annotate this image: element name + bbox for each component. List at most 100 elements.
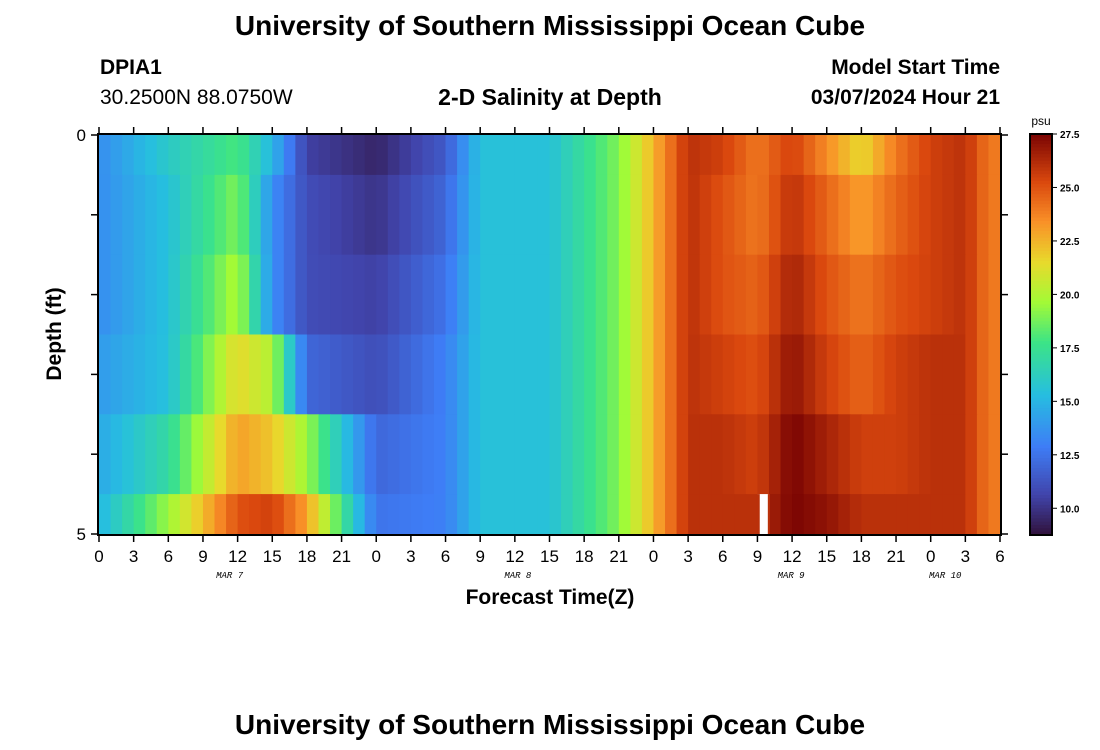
colorbar-swatch	[1030, 170, 1052, 175]
heatmap-cell	[653, 414, 666, 495]
heatmap-cell	[849, 334, 862, 415]
heatmap-cell	[191, 334, 204, 415]
heatmap-cell	[295, 135, 308, 176]
colorbar-swatch	[1030, 237, 1052, 242]
heatmap-cell	[145, 174, 158, 256]
heatmap-cell	[422, 254, 435, 336]
heatmap-cell	[503, 494, 516, 535]
heatmap-cell	[99, 174, 112, 256]
heatmap-cell	[803, 135, 816, 176]
heatmap-cell	[179, 174, 193, 256]
heatmap-cell	[491, 135, 504, 176]
heatmap-cell	[214, 174, 227, 256]
heatmap-cell	[514, 135, 527, 176]
colorbar-tick-label: 10.0	[1060, 504, 1080, 515]
heatmap-cell	[630, 254, 643, 336]
heatmap-cell	[815, 494, 828, 535]
heatmap-cell	[722, 174, 735, 256]
heatmap-cell	[364, 135, 377, 176]
colorbar-swatch	[1030, 204, 1052, 209]
colorbar-swatch	[1030, 344, 1052, 349]
heatmap-cell	[953, 174, 966, 256]
heatmap-cell	[503, 334, 516, 415]
heatmap-cell	[237, 174, 250, 256]
x-tick-label: 0	[649, 547, 658, 566]
heatmap-cell	[815, 174, 828, 256]
heatmap-cell	[630, 414, 643, 495]
heatmap-cell	[838, 135, 851, 176]
heatmap-cell	[156, 494, 169, 535]
heatmap-cell	[815, 414, 828, 495]
heatmap-cell	[595, 494, 608, 535]
heatmap-cell	[306, 135, 320, 176]
heatmap-cell	[422, 174, 435, 256]
heatmap-cell	[953, 414, 966, 495]
heatmap-cell	[122, 334, 135, 415]
colorbar-swatch	[1030, 281, 1052, 285]
colorbar-swatch	[1030, 297, 1052, 302]
colorbar-swatch	[1030, 331, 1052, 336]
station-id: DPIA1	[100, 56, 162, 79]
heatmap-cell	[526, 494, 539, 535]
heatmap-cell	[457, 414, 470, 495]
colorbar-swatch	[1030, 137, 1052, 142]
heatmap-cell	[849, 254, 862, 336]
colorbar-swatch	[1030, 317, 1052, 322]
colorbar-swatch	[1030, 271, 1052, 275]
heatmap-cell	[226, 254, 239, 336]
heatmap-cell	[549, 135, 562, 176]
x-tick-label: 0	[94, 547, 103, 566]
colorbar-swatch	[1030, 327, 1052, 332]
heatmap-cell	[630, 174, 643, 256]
heatmap-cell	[722, 254, 735, 336]
heatmap-cell	[260, 414, 273, 495]
heatmap-cell	[526, 334, 539, 415]
page-title: University of Southern Mississippi Ocean…	[234, 10, 866, 41]
heatmap-cell	[410, 174, 424, 256]
heatmap-cell	[226, 414, 239, 495]
heatmap-cell	[202, 334, 216, 415]
heatmap-cell	[422, 414, 435, 495]
heatmap-cell	[549, 254, 562, 336]
heatmap-cell	[930, 254, 943, 336]
heatmap-cell	[792, 254, 805, 336]
heatmap-cell	[919, 334, 932, 415]
heatmap-cell	[884, 494, 897, 535]
heatmap-cell	[457, 135, 470, 176]
colorbar-swatch	[1030, 347, 1052, 352]
heatmap-cell	[433, 174, 447, 256]
heatmap-cell	[745, 135, 759, 176]
colorbar: 27.5 25.0 22.5 20.0 17.5 15.0 12.5 10.0	[1029, 130, 1080, 536]
colorbar-swatch	[1030, 337, 1052, 342]
heatmap-cell	[699, 135, 712, 176]
heatmap-cell	[768, 334, 782, 415]
heatmap-cell	[110, 414, 123, 495]
heatmap-cell	[676, 254, 689, 336]
heatmap-cell	[780, 174, 793, 256]
heatmap-cell	[757, 414, 770, 495]
heatmap-cell	[480, 334, 493, 415]
heatmap-cell	[722, 494, 735, 535]
heatmap-cell	[561, 174, 574, 256]
heatmap-cell	[179, 494, 193, 535]
heatmap-cell	[110, 174, 123, 256]
x-tick-label: 3	[129, 547, 138, 566]
heatmap-cell	[260, 254, 273, 336]
heatmap-cell	[272, 174, 285, 256]
heatmap-cell	[641, 174, 655, 256]
heatmap-cell	[202, 414, 216, 495]
heatmap-cell	[214, 494, 227, 535]
heatmap-cell	[641, 254, 655, 336]
heatmap-cell	[872, 334, 886, 415]
heatmap-cell	[491, 334, 504, 415]
heatmap-cell	[330, 414, 343, 495]
heatmap-cell	[433, 494, 447, 535]
heatmap-cell	[214, 334, 227, 415]
heatmap-cell	[214, 254, 227, 336]
heatmap-cell	[445, 494, 458, 535]
heatmap-cell	[896, 414, 909, 495]
heatmap-cell	[249, 334, 262, 415]
heatmap-cell	[503, 254, 516, 336]
colorbar-swatch	[1030, 214, 1052, 219]
colorbar-swatch	[1030, 190, 1052, 195]
